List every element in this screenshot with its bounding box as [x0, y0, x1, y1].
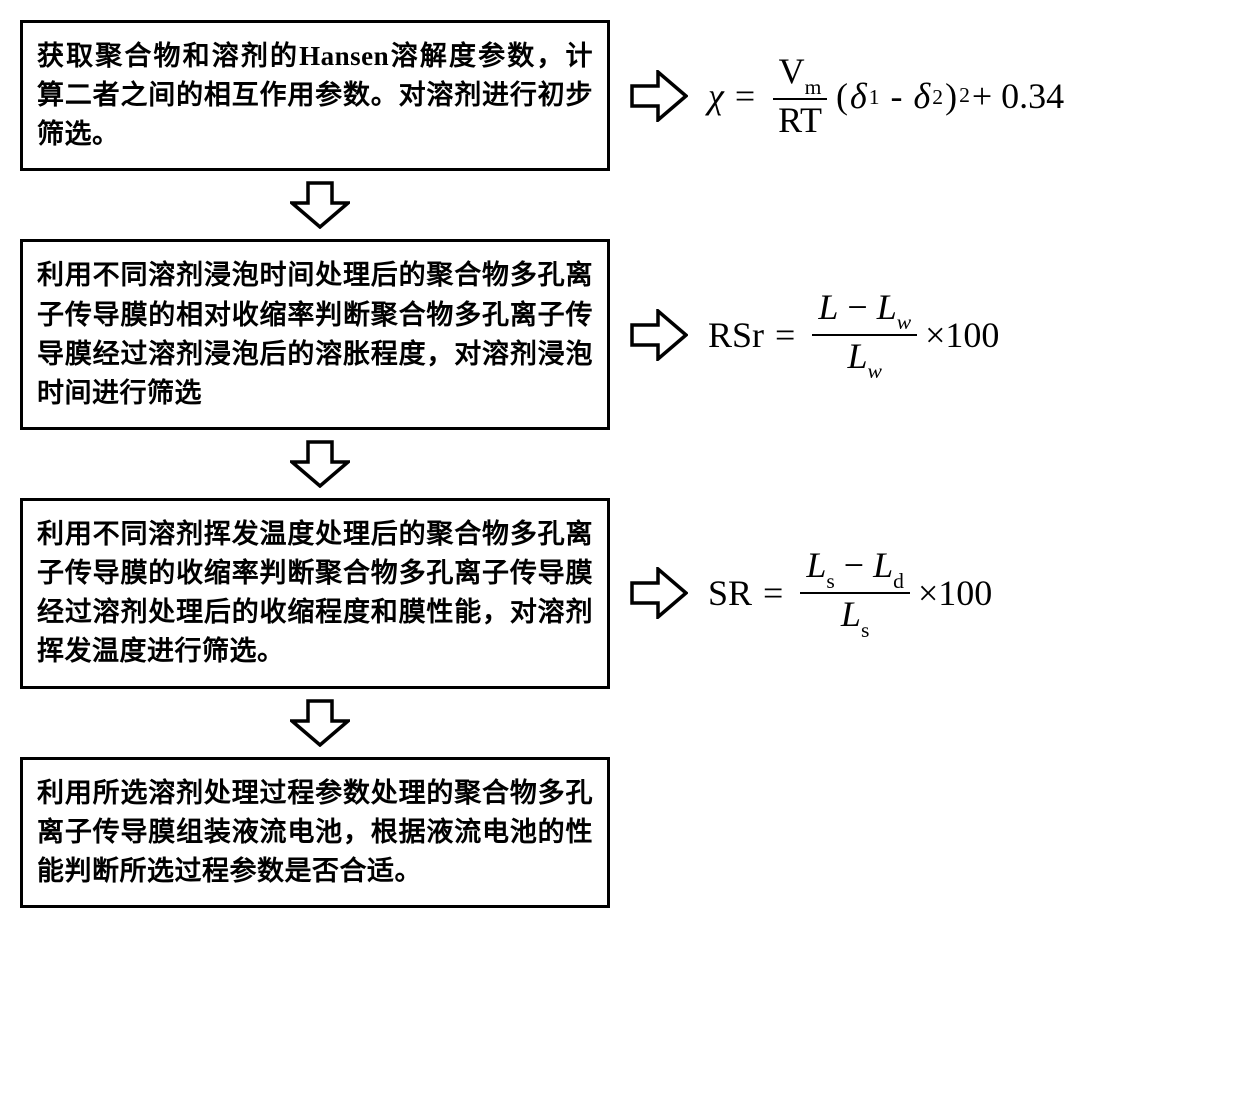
step-3-box: 利用不同溶剂挥发温度处理后的聚合物多孔离子传导膜的收缩率判断聚合物多孔离子传导膜…: [20, 498, 610, 689]
arrow-down-icon: [290, 440, 350, 488]
formula-3: SR = Ls − Ld Ls ×100: [708, 545, 992, 641]
close-paren: ): [945, 75, 957, 117]
formula-3-frac: Ls − Ld Ls: [800, 545, 910, 641]
formula-2-lhs: RSr: [708, 314, 764, 356]
formula-3-tail: ×100: [918, 572, 992, 614]
formula-1-lhs: χ: [708, 75, 724, 117]
step-2-box: 利用不同溶剂浸泡时间处理后的聚合物多孔离子传导膜的相对收缩率判断聚合物多孔离子传…: [20, 239, 610, 430]
formula-3-num-Ld: L: [873, 545, 893, 585]
formula-1-num-V: V: [779, 51, 805, 91]
arrow-right-icon: [630, 309, 688, 361]
formula-1: χ = Vm RT ( δ1 - δ2 )2 + 0.34: [708, 51, 1064, 140]
formula-3-den-L: L: [841, 594, 861, 634]
minus-sign: -: [882, 75, 912, 117]
formula-2-num-Lw: L: [877, 287, 897, 327]
flowchart-container: 获取聚合物和溶剂的Hansen溶解度参数，计算二者之间的相互作用参数。对溶剂进行…: [20, 20, 1220, 908]
formula-3-num-Ld-sub: d: [893, 569, 904, 593]
step-2-row: 利用不同溶剂浸泡时间处理后的聚合物多孔离子传导膜的相对收缩率判断聚合物多孔离子传…: [20, 239, 999, 430]
formula-2-den-sub: w: [868, 359, 882, 383]
formula-3-lhs: SR: [708, 572, 752, 614]
arrow-right-icon: [630, 567, 688, 619]
arrow-right-icon: [630, 70, 688, 122]
formula-1-d2-sub: 2: [932, 85, 943, 110]
open-paren: (: [836, 75, 848, 117]
formula-3-den-sub: s: [861, 618, 869, 642]
formula-2-num-minus: −: [847, 287, 876, 327]
step-4-box: 利用所选溶剂处理过程参数处理的聚合物多孔离子传导膜组装液流电池，根据液流电池的性…: [20, 757, 610, 908]
equals-sign: =: [754, 572, 792, 614]
formula-2-den-L: L: [848, 336, 868, 376]
formula-2-frac: L − Lw Lw: [812, 287, 917, 383]
formula-1-d1-sub: 1: [869, 85, 880, 110]
formula-2-num-Lw-sub: w: [897, 310, 911, 334]
formula-2: RSr = L − Lw Lw ×100: [708, 287, 999, 383]
formula-1-den: RT: [772, 100, 828, 140]
formula-3-num-Ls: L: [806, 545, 826, 585]
step-4-row: 利用所选溶剂处理过程参数处理的聚合物多孔离子传导膜组装液流电池，根据液流电池的性…: [20, 757, 610, 908]
arrow-down-icon: [290, 181, 350, 229]
step-1-box: 获取聚合物和溶剂的Hansen溶解度参数，计算二者之间的相互作用参数。对溶剂进行…: [20, 20, 610, 171]
formula-2-tail: ×100: [925, 314, 999, 356]
formula-1-frac: Vm RT: [772, 51, 828, 140]
formula-1-exp: 2: [959, 83, 970, 108]
equals-sign: =: [726, 75, 764, 117]
formula-1-const: + 0.34: [972, 75, 1064, 117]
formula-2-num-L: L: [818, 287, 838, 327]
step-1-row: 获取聚合物和溶剂的Hansen溶解度参数，计算二者之间的相互作用参数。对溶剂进行…: [20, 20, 1064, 171]
formula-1-num-m: m: [805, 75, 822, 99]
formula-1-d1: δ: [850, 75, 867, 117]
formula-3-num-minus: −: [844, 545, 873, 585]
formula-3-num-Ls-sub: s: [826, 569, 834, 593]
arrow-down-icon: [290, 699, 350, 747]
equals-sign: =: [766, 314, 804, 356]
formula-1-d2: δ: [914, 75, 931, 117]
step-3-row: 利用不同溶剂挥发温度处理后的聚合物多孔离子传导膜的收缩率判断聚合物多孔离子传导膜…: [20, 498, 992, 689]
